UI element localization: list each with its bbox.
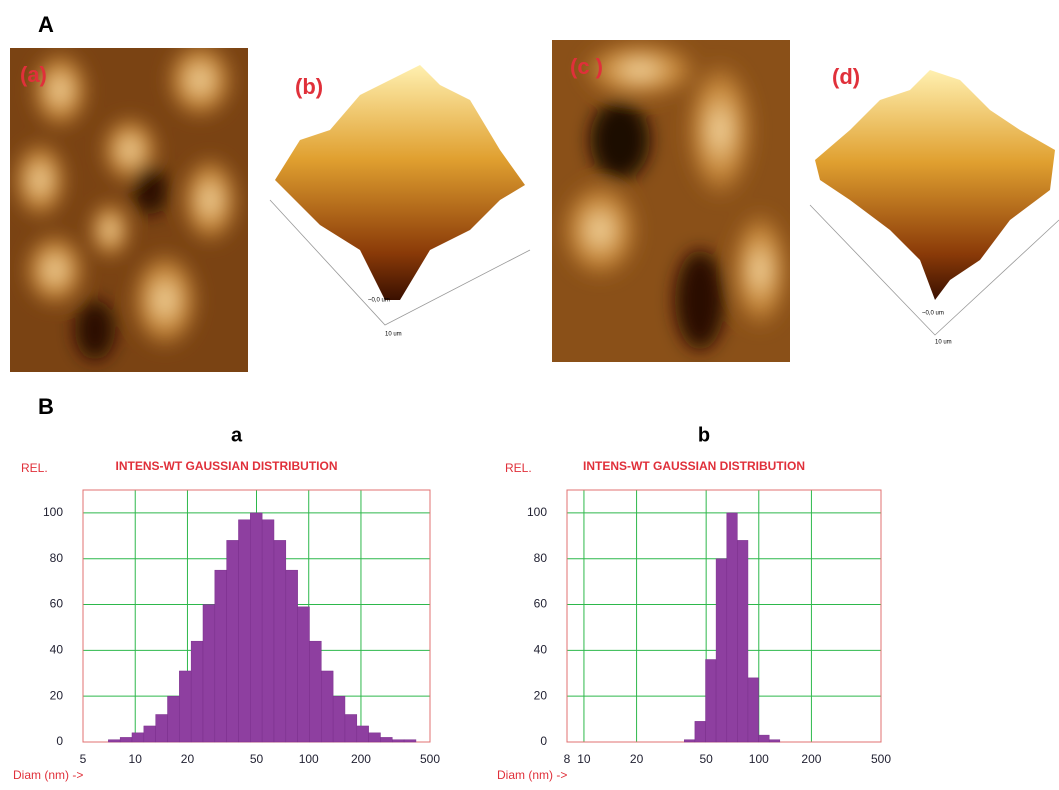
- x-tick-label: 10: [577, 752, 591, 766]
- y-tick-label: 80: [50, 551, 64, 565]
- surface-plot: ~0,0 um 10 um: [810, 70, 1059, 346]
- surface-tick: 10 um: [935, 340, 952, 346]
- x-tick-label: 200: [801, 752, 821, 766]
- x-tick-label: 100: [299, 752, 319, 766]
- afm-label: (b): [295, 74, 323, 99]
- bar: [227, 540, 239, 742]
- bar: [108, 740, 120, 742]
- x-tick-label: 20: [181, 752, 195, 766]
- bar: [168, 696, 180, 742]
- y-tick-label: 60: [50, 597, 64, 611]
- afm-label: (a): [20, 62, 47, 87]
- surface-tick: ~0,0 um: [368, 298, 390, 304]
- bar: [706, 660, 717, 742]
- y-tick-label: 60: [534, 597, 548, 611]
- bar: [380, 737, 392, 742]
- x-tick-label: 50: [699, 752, 713, 766]
- bar: [144, 726, 156, 742]
- bar: [321, 671, 333, 742]
- bar: [238, 520, 250, 742]
- bar: [345, 715, 357, 742]
- bar: [695, 721, 706, 742]
- x-tick-label: 200: [351, 752, 371, 766]
- afm-image: [10, 40, 248, 372]
- panel-label: a: [231, 424, 243, 446]
- x-tick-label: 500: [871, 752, 891, 766]
- y-axis-label: REL.: [505, 461, 532, 475]
- afm-label: (c ): [570, 54, 603, 79]
- bar: [120, 737, 132, 742]
- x-axis-label: Diam (nm) ->: [497, 768, 567, 782]
- bar: [716, 559, 727, 742]
- bar: [392, 740, 404, 742]
- x-axis-label: Diam (nm) ->: [13, 768, 83, 782]
- surface-tick: ~0,0 um: [922, 311, 944, 317]
- x-tick-label: 8: [564, 752, 571, 766]
- y-tick-label: 80: [534, 551, 548, 565]
- x-tick-label: 500: [420, 752, 440, 766]
- bar: [759, 735, 770, 742]
- bar: [357, 726, 369, 742]
- bar: [748, 678, 759, 742]
- y-tick-label: 20: [534, 688, 548, 702]
- bar: [262, 520, 274, 742]
- bar: [250, 513, 262, 742]
- bar: [769, 740, 780, 742]
- chart-title: INTENS-WT GAUSSIAN DISTRIBUTION: [583, 459, 805, 473]
- x-tick-label: 100: [749, 752, 769, 766]
- bar: [274, 540, 286, 742]
- bar: [298, 607, 310, 742]
- afm-image: [552, 40, 790, 362]
- y-tick-label: 100: [527, 505, 547, 519]
- bar: [191, 641, 203, 742]
- bar: [286, 570, 298, 742]
- x-tick-label: 5: [80, 752, 87, 766]
- figure: A (a) ~0,0 um 10 um (b) (c ) ~0,0 um 10 …: [0, 0, 1059, 785]
- y-tick-label: 40: [50, 643, 64, 657]
- bar: [684, 740, 695, 742]
- y-tick-label: 0: [540, 734, 547, 748]
- bar: [132, 733, 144, 742]
- bar: [404, 740, 416, 742]
- y-tick-label: 40: [534, 643, 548, 657]
- chart-title: INTENS-WT GAUSSIAN DISTRIBUTION: [116, 459, 338, 473]
- bar: [369, 733, 381, 742]
- bar: [179, 671, 191, 742]
- x-tick-label: 50: [250, 752, 264, 766]
- bar: [156, 715, 168, 742]
- bar: [215, 570, 227, 742]
- y-tick-label: 100: [43, 505, 63, 519]
- bar: [309, 641, 321, 742]
- bar: [737, 540, 748, 742]
- bar: [203, 605, 215, 742]
- section-label: A: [38, 12, 54, 37]
- x-tick-label: 10: [129, 752, 143, 766]
- page: {"figure":{"section_a":"A","section_b":"…: [0, 0, 1059, 790]
- y-axis-label: REL.: [21, 461, 48, 475]
- surface-tick: 10 um: [385, 332, 402, 338]
- y-tick-label: 20: [50, 688, 64, 702]
- section-label: B: [38, 394, 54, 419]
- bar: [727, 513, 738, 742]
- y-tick-label: 0: [56, 734, 63, 748]
- panel-label: b: [698, 424, 710, 446]
- x-tick-label: 20: [630, 752, 644, 766]
- surface-plot: ~0,0 um 10 um: [270, 65, 530, 338]
- afm-label: (d): [832, 64, 860, 89]
- bar: [333, 696, 345, 742]
